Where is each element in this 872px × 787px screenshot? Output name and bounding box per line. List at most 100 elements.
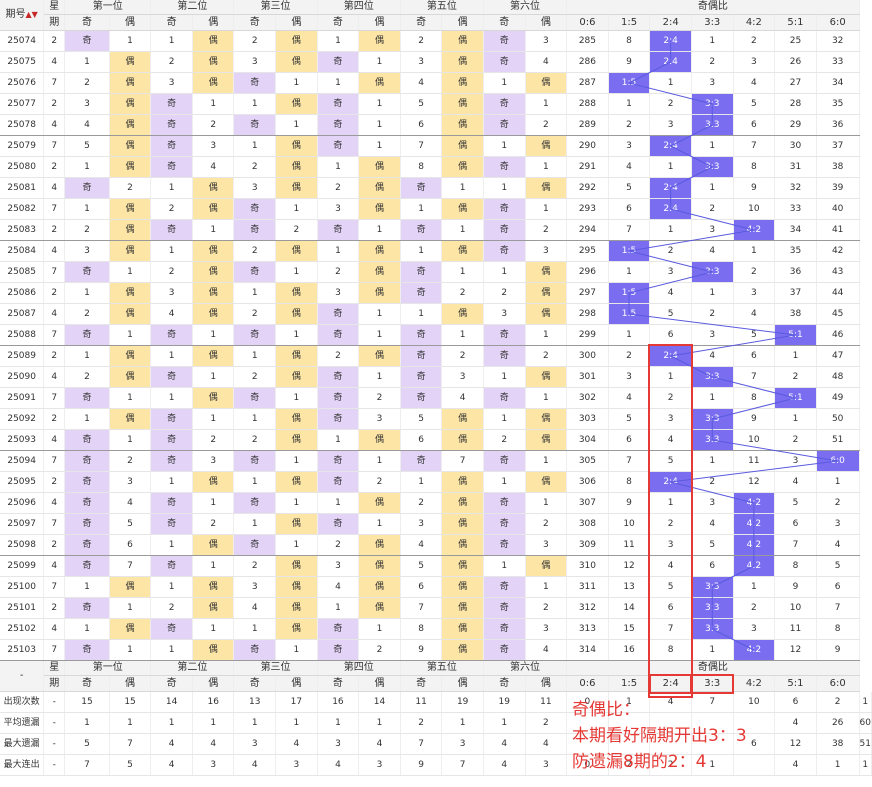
table-row[interactable]: 25088 7 奇 1 奇 1 奇 1 奇 1 奇 1 奇 1 299 1 6 3 5 5:1 46: [0, 324, 872, 346]
table-row[interactable]: 25095 2 奇 3 1 偶 1 偶奇 2 1 偶 1 偶 306 8 2:4 2 12 4 1: [0, 471, 872, 493]
odd-cell: 3: [64, 240, 110, 262]
table-row[interactable]: 25103 7 奇 1 1 偶奇 1 奇 2 9 偶奇 4 314 16 8 1 4:2 12 9: [0, 639, 872, 661]
even-cell: 偶: [275, 429, 318, 451]
table-row[interactable]: 25099 4 奇 7 奇 1 2 偶 3 偶 5 偶 1 偶 310 12 4 6 4:2 8 5: [0, 555, 872, 577]
table-row[interactable]: 25082 7 1 偶 2 偶奇 1 3 偶 1 偶奇 1 293 6 2:4 2 10 33 40: [0, 198, 872, 220]
period-number: 25095: [0, 471, 45, 493]
ratio-miss-cell: 3: [649, 534, 692, 556]
odd-cell: 1: [316, 429, 360, 451]
stat-value: 3: [233, 733, 277, 755]
even-cell: 偶: [441, 639, 484, 661]
even-cell: 1: [358, 219, 401, 241]
odd-cell: 奇: [482, 387, 526, 409]
weekday-header-2: 期: [43, 14, 66, 31]
ratio-miss-cell: 4: [608, 156, 651, 178]
sort-icon[interactable]: ▲▼: [25, 10, 38, 19]
stat-value: 2: [399, 712, 443, 734]
odd-cell: 1: [233, 282, 277, 304]
table-row[interactable]: 25087 4 2 偶 4 偶 2 偶奇 1 1 偶 3 偶 298 1:5 5 2 4 38 45: [0, 303, 872, 325]
odd-cell: 1: [482, 72, 526, 94]
odd-cell: 2: [482, 282, 526, 304]
ratio-miss-cell: 47: [816, 345, 860, 367]
table-row[interactable]: 25074 2 奇 1 1 偶 2 偶 1 偶 2 偶奇 3 285 8 2:4 1 2 25 32: [0, 30, 872, 52]
table-row[interactable]: 25102 4 1 偶奇 1 1 偶奇 1 8 偶奇 3 313 15 7 3:3 3 11 8: [0, 618, 872, 640]
weekday-value: 2: [43, 93, 66, 115]
table-row[interactable]: 25101 2 奇 1 2 偶 4 偶 1 偶 7 偶奇 2 312 14 6 3:3 2 10 7: [0, 597, 872, 619]
weekday-header: 星: [43, 660, 66, 676]
table-row[interactable]: 25096 4 奇 4 奇 1 奇 1 1 偶 2 偶奇 1 307 9 1 3 4:2 5 2: [0, 492, 872, 514]
odd-cell: 奇: [482, 639, 526, 661]
even-cell: 1: [109, 639, 152, 661]
odd-cell: 奇: [316, 639, 360, 661]
table-row[interactable]: 25090 4 2 偶奇 1 2 偶奇 1 奇 3 1 偶 301 3 1 3:3 7 2 48: [0, 366, 872, 388]
table-row[interactable]: 25092 2 1 偶奇 1 1 偶奇 3 5 偶 1 偶 303 5 3 3:3 9 1 50: [0, 408, 872, 430]
period-header[interactable]: 期号▲▼: [0, 0, 45, 31]
ratio-miss-cell: 4: [649, 555, 692, 577]
table-row[interactable]: 25097 7 奇 5 奇 2 1 偶奇 1 3 偶奇 2 308 10 2 4 4:2 6 3: [0, 513, 872, 535]
odd-cell: 奇: [399, 219, 443, 241]
note-line-3: 防遗漏8期的2：4: [572, 752, 707, 772]
odd-cell: 1: [482, 471, 526, 493]
table-row[interactable]: 25089 2 1 偶 1 偶 1 偶 2 偶奇 2 奇 2 300 2 2:4 4 6 1 47: [0, 345, 872, 367]
even-cell: 偶: [192, 261, 235, 283]
ratio-miss-cell: 305: [566, 450, 609, 472]
even-cell: 偶: [109, 156, 152, 178]
stat-ratio-value: 60: [859, 712, 872, 734]
odd-header: 奇: [399, 675, 443, 692]
table-row[interactable]: 25098 2 奇 6 1 偶奇 1 2 偶 4 偶奇 3 309 11 3 5 4:2 7 4: [0, 534, 872, 556]
odd-cell: 2: [399, 30, 443, 52]
even-cell: 偶: [109, 576, 152, 598]
ratio-hit-cell: 2:4: [649, 30, 692, 52]
table-row[interactable]: 25093 4 奇 1 奇 2 2 偶 1 偶 6 偶 2 偶 304 6 4 3:3 10 2 51: [0, 429, 872, 451]
odd-cell: 奇: [482, 492, 526, 514]
table-row[interactable]: 25100 7 1 偶 1 偶 3 偶 4 偶 6 偶奇 1 311 13 5 3:3 1 9 6: [0, 576, 872, 598]
stat-ratio-value: 2: [608, 754, 651, 776]
table-row[interactable]: 25086 2 1 偶 3 偶 1 偶 3 偶奇 2 2 偶 297 1:5 4 1 3 37 44: [0, 282, 872, 304]
ratio-miss-cell: 2: [649, 240, 692, 262]
ratio-miss-cell: 33: [774, 198, 817, 220]
table-row[interactable]: 25084 4 3 偶 1 偶 2 偶 1 偶 1 偶奇 3 295 1:5 2 4 1 35 42: [0, 240, 872, 262]
even-cell: 偶: [525, 72, 568, 94]
table-row[interactable]: 25091 7 奇 1 1 偶奇 1 奇 2 奇 4 奇 1 302 4 2 1 8 5:1 49: [0, 387, 872, 409]
ratio-hit-cell: 3:3: [691, 408, 734, 430]
even-cell: 偶: [109, 408, 152, 430]
table-row[interactable]: 25079 7 5 偶奇 3 1 偶奇 1 7 偶 1 偶 290 3 2:4 1 7 30 37: [0, 135, 872, 157]
ratio-miss-cell: 7: [608, 450, 651, 472]
odd-header: 奇: [316, 675, 360, 692]
even-cell: 偶: [275, 576, 318, 598]
table-row[interactable]: 25083 2 2 偶奇 1 奇 2 奇 1 奇 1 奇 2 294 7 1 3 4:2 34 41: [0, 219, 872, 241]
ratio-miss-cell: 4: [691, 345, 734, 367]
even-cell: 1: [441, 177, 484, 199]
ratio-miss-cell: 46: [816, 324, 860, 346]
ratio-miss-cell: 3: [691, 492, 734, 514]
stat-value: 4: [192, 733, 235, 755]
odd-cell: 奇: [482, 534, 526, 556]
odd-cell: 8: [399, 618, 443, 640]
even-cell: 偶: [192, 198, 235, 220]
even-cell: 偶: [275, 555, 318, 577]
ratio-hit-cell: 4:2: [733, 492, 776, 514]
table-row[interactable]: 25080 2 1 偶奇 4 2 偶 1 偶 8 偶奇 1 291 4 1 3:3 8 31 38: [0, 156, 872, 178]
table-row[interactable]: 25078 4 4 偶奇 2 奇 1 奇 1 6 偶奇 2 289 2 3 3:3 6 29 36: [0, 114, 872, 136]
table-row[interactable]: 25076 7 2 偶 3 偶奇 1 1 偶 4 偶 1 偶 287 1:5 1 3 4 27 34: [0, 72, 872, 94]
odd-cell: 奇: [233, 324, 277, 346]
stat-value: 1: [275, 712, 318, 734]
table-row[interactable]: 25085 7 奇 1 2 偶奇 1 2 偶奇 1 1 偶 296 1 3 3:3 2 36 43: [0, 261, 872, 283]
even-cell: 偶: [275, 282, 318, 304]
ratio-miss-cell: 1: [649, 366, 692, 388]
stat-value: 1: [482, 712, 526, 734]
ratio-miss-cell: 5: [649, 450, 692, 472]
ratio-miss-cell: 9: [733, 408, 776, 430]
ratio-miss-cell: 32: [774, 177, 817, 199]
table-row[interactable]: 25081 4 奇 2 1 偶 3 偶 2 偶奇 1 1 偶 292 5 2:4 1 9 32 39: [0, 177, 872, 199]
odd-cell: 奇: [482, 576, 526, 598]
table-row[interactable]: 25077 2 3 偶奇 1 1 偶奇 1 5 偶奇 1 288 1 2 3:3 5 28 35: [0, 93, 872, 115]
ratio-miss-cell: 286: [566, 51, 609, 73]
ratio-miss-cell: 33: [816, 51, 860, 73]
table-row[interactable]: 25094 7 奇 2 奇 3 奇 1 奇 1 奇 7 奇 1 305 7 5 1 11 3 6:0: [0, 450, 872, 472]
odd-header: 奇: [64, 14, 110, 31]
even-cell: 偶: [275, 177, 318, 199]
weekday-value: 2: [43, 597, 66, 619]
even-cell: 2: [358, 387, 401, 409]
table-row[interactable]: 25075 4 1 偶 2 偶 3 偶奇 1 3 偶奇 4 286 9 2:4 2 3 26 33: [0, 51, 872, 73]
